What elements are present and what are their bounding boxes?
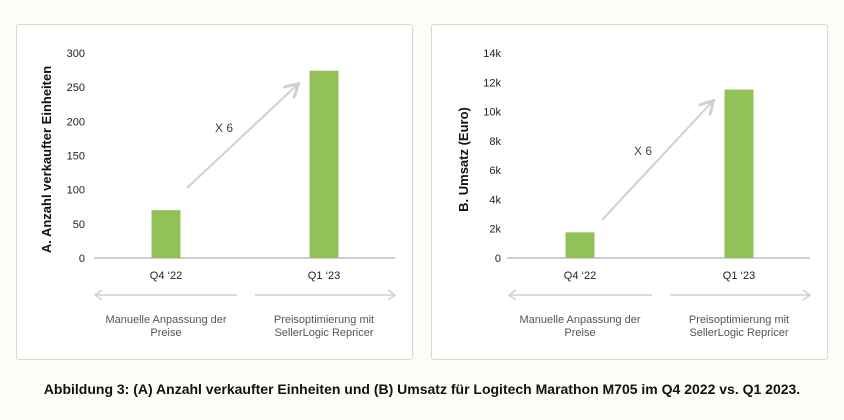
period-description: SellerLogic Repricer	[274, 327, 373, 339]
bar	[151, 210, 181, 258]
y-tick-label: 50	[73, 219, 85, 231]
y-tick-label: 0	[79, 253, 85, 265]
bar	[565, 232, 595, 258]
chart-panel-a: A. Anzahl verkaufter Einheiten 0 50 100 150…	[16, 24, 413, 360]
x-category-label: Q4 ‘22	[564, 270, 596, 282]
y-tick-label: 14k	[483, 48, 501, 60]
right-arrowhead	[387, 289, 397, 301]
x-category-label: Q1 ‘23	[723, 270, 755, 282]
right-arrowhead	[802, 289, 812, 301]
period-description: SellerLogic Repricer	[689, 327, 788, 339]
chart-panel-b: B. Umsatz (Euro) 0 2k 4k 6k 8k 10k 12k 14k Q4 ‘2…	[431, 24, 828, 360]
growth-arrow	[601, 102, 712, 221]
y-tick-label: 6k	[489, 165, 501, 177]
growth-annotation: X 6	[634, 144, 652, 158]
left-arrowhead	[93, 289, 103, 301]
y-tick-label: 12k	[483, 77, 501, 89]
chart-a-svg: 0 50 100 150 200 250 300 Q4 ‘22 Q1 ‘23 X 6 Manuell…	[67, 48, 397, 339]
y-tick-label: 150	[67, 151, 85, 163]
y-tick-label: 10k	[483, 107, 501, 119]
x-category-label: Q4 ‘22	[150, 270, 182, 282]
period-description: Preise	[564, 327, 595, 339]
figure-caption: Abbildung 3: (A) Anzahl verkaufter Einhe…	[43, 381, 801, 397]
x-category-label: Q1 ‘23	[308, 270, 340, 282]
y-tick-label: 200	[67, 116, 85, 128]
left-arrowhead	[507, 289, 517, 301]
chart-b-svg: 0 2k 4k 6k 8k 10k 12k 14k Q4 ‘22 Q1 ‘23 X 6 Manuell…	[483, 48, 812, 339]
y-tick-label: 2k	[489, 224, 501, 236]
y-tick-label: 0	[495, 253, 501, 265]
y-tick-label: 8k	[489, 136, 501, 148]
period-description: Preisoptimierung mit	[274, 314, 374, 326]
growth-arrow	[186, 85, 297, 189]
bar	[724, 89, 754, 258]
y-tick-label: 300	[67, 48, 85, 60]
y-tick-label: 4k	[489, 194, 501, 206]
y-tick-label: 100	[67, 185, 85, 197]
period-description: Preise	[150, 327, 181, 339]
bar	[309, 70, 339, 258]
period-description: Manuelle Anpassung der	[105, 314, 226, 326]
period-description: Manuelle Anpassung der	[519, 314, 640, 326]
growth-annotation: X 6	[215, 121, 233, 135]
period-description: Preisoptimierung mit	[689, 314, 789, 326]
y-tick-label: 250	[67, 82, 85, 94]
